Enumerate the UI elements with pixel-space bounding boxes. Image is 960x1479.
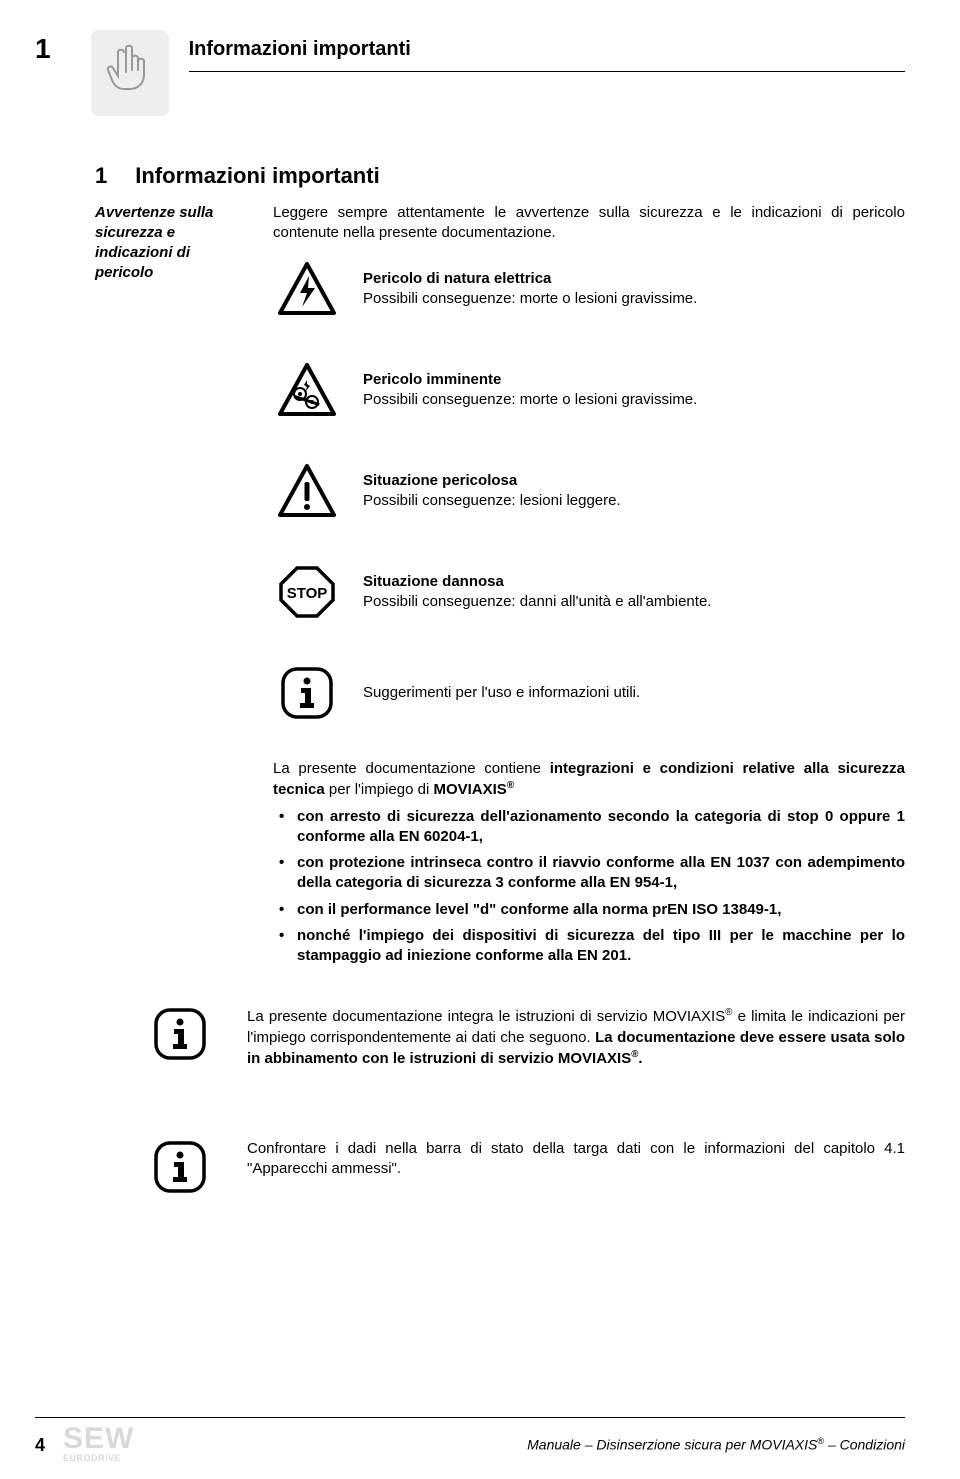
sew-logo: SEW EURODRIVE bbox=[63, 1426, 134, 1464]
hazard-sub: Possibili conseguenze: morte o lesioni g… bbox=[363, 290, 697, 307]
imminent-hazard-icon bbox=[273, 362, 341, 418]
hazard-stop: STOP Situazione dannosa Possibili conseg… bbox=[273, 564, 905, 620]
info-text: Confrontare i dadi nella barra di stato … bbox=[247, 1139, 905, 1180]
stop-icon: STOP bbox=[273, 564, 341, 620]
bullet-item: con arresto di sicurezza dell'azionament… bbox=[273, 807, 905, 848]
hazard-text: Situazione dannosa Possibili conseguenze… bbox=[363, 572, 711, 613]
page-footer: 4 SEW EURODRIVE Manuale – Disinserzione … bbox=[35, 1417, 905, 1464]
hazard-info: Suggerimenti per l'uso e informazioni ut… bbox=[273, 665, 905, 721]
header-rule bbox=[189, 71, 905, 72]
pointing-hand-icon bbox=[104, 40, 156, 106]
section-heading: 1 Informazioni importanti bbox=[95, 161, 905, 191]
info-icon bbox=[145, 1006, 215, 1062]
header-icon bbox=[91, 30, 169, 116]
document-page: 1 Informazioni importanti 1 Informazioni… bbox=[0, 0, 960, 1479]
body-block: La presente documentazione contiene inte… bbox=[273, 759, 905, 966]
bullet-item: con il performance level "d" conforme al… bbox=[273, 900, 905, 920]
hazard-title: Situazione pericolosa bbox=[363, 471, 621, 491]
hazard-title: Situazione dannosa bbox=[363, 572, 711, 592]
bullet-list: con arresto di sicurezza dell'azionament… bbox=[273, 807, 905, 967]
section-number: 1 bbox=[95, 161, 107, 191]
page-number: 4 bbox=[35, 1433, 45, 1457]
footer-text: Manuale – Disinserzione sicura per MOVIA… bbox=[527, 1435, 905, 1455]
main-column: Leggere sempre attentamente le avvertenz… bbox=[273, 203, 905, 760]
hazard-title: Pericolo imminente bbox=[363, 370, 697, 390]
hazard-sub: Possibili conseguenze: lesioni leggere. bbox=[363, 492, 621, 509]
section-title: Informazioni importanti bbox=[135, 161, 379, 191]
hazard-text: Suggerimenti per l'uso e informazioni ut… bbox=[363, 683, 640, 703]
product-name: MOVIAXIS bbox=[433, 781, 506, 798]
hazard-caution: Situazione pericolosa Possibili consegue… bbox=[273, 463, 905, 519]
info-note-1: La presente documentazione integra le is… bbox=[145, 1006, 905, 1069]
text: . bbox=[638, 1050, 642, 1067]
text: La presente documentazione contiene bbox=[273, 760, 550, 777]
margin-heading: Avvertenze sulla sicurezza e indicazioni… bbox=[95, 203, 245, 760]
chapter-number: 1 bbox=[35, 30, 51, 68]
header-title-wrap: Informazioni importanti bbox=[189, 30, 905, 72]
hazard-sub: Possibili conseguenze: danni all'unità e… bbox=[363, 593, 711, 610]
bullet-item: con protezione intrinseca contro il riav… bbox=[273, 853, 905, 894]
logo-main: SEW bbox=[63, 1426, 134, 1452]
hazard-text: Situazione pericolosa Possibili consegue… bbox=[363, 471, 621, 512]
header-title: Informazioni importanti bbox=[189, 36, 905, 69]
hazard-sub: Possibili conseguenze: morte o lesioni g… bbox=[363, 391, 697, 408]
svg-text:STOP: STOP bbox=[287, 585, 328, 602]
text: Manuale – Disinserzione sicura per MOVIA… bbox=[527, 1437, 817, 1453]
info-note-2: Confrontare i dadi nella barra di stato … bbox=[145, 1139, 905, 1195]
text: La presente documentazione integra le is… bbox=[247, 1008, 725, 1025]
info-text: La presente documentazione integra le is… bbox=[247, 1006, 905, 1069]
info-icon bbox=[145, 1139, 215, 1195]
caution-icon bbox=[273, 463, 341, 519]
hazard-sub: Suggerimenti per l'uso e informazioni ut… bbox=[363, 684, 640, 701]
bullet-item: nonché l'impiego dei dispositivi di sicu… bbox=[273, 926, 905, 967]
content-columns: Avvertenze sulla sicurezza e indicazioni… bbox=[95, 203, 905, 760]
info-icon bbox=[273, 665, 341, 721]
hazard-text: Pericolo di natura elettrica Possibili c… bbox=[363, 269, 697, 310]
hazard-imminent: Pericolo imminente Possibili conseguenze… bbox=[273, 362, 905, 418]
intro-paragraph: Leggere sempre attentamente le avvertenz… bbox=[273, 203, 905, 244]
text: per l'impiego di bbox=[325, 781, 434, 798]
electrical-hazard-icon bbox=[273, 261, 341, 317]
text: – Condizioni bbox=[824, 1437, 905, 1453]
page-header: 1 Informazioni importanti bbox=[35, 30, 905, 116]
hazard-title: Pericolo di natura elettrica bbox=[363, 269, 697, 289]
hazard-electrical: Pericolo di natura elettrica Possibili c… bbox=[273, 261, 905, 317]
hazard-text: Pericolo imminente Possibili conseguenze… bbox=[363, 370, 697, 411]
body-intro: La presente documentazione contiene inte… bbox=[273, 759, 905, 801]
